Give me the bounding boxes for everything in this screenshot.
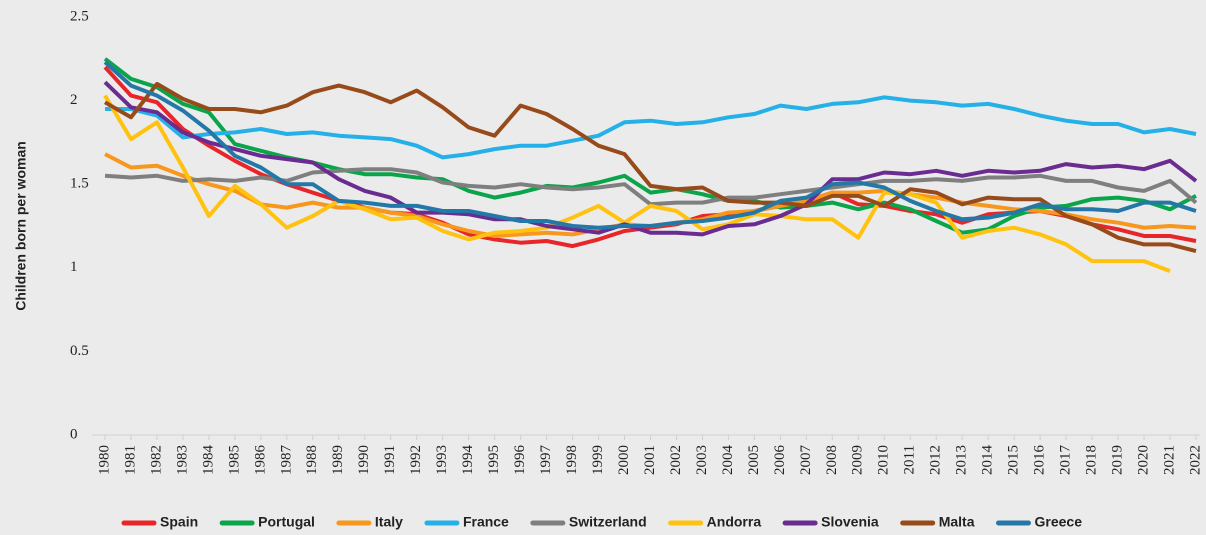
x-tick-label: 2012 <box>928 445 944 475</box>
series-line <box>104 81 1197 254</box>
x-tick-label: 1994 <box>460 445 476 476</box>
legend-label: Portugal <box>258 514 315 530</box>
series-line <box>104 152 1197 238</box>
y-axis-label: Children born per woman <box>13 141 29 311</box>
legend: Spain Portugal Italy France Switzerland Andor… <box>121 514 1083 530</box>
x-tick-label: 1998 <box>564 445 580 475</box>
x-tick-label: 2019 <box>1110 445 1126 475</box>
legend-label: Malta <box>939 514 975 530</box>
x-tick-label: 2021 <box>1161 445 1177 475</box>
x-tick-label: 2004 <box>720 445 736 476</box>
x-tick-label: 2015 <box>1006 445 1022 475</box>
x-tick-label: 1997 <box>538 445 554 476</box>
x-tick-label: 2011 <box>902 445 918 474</box>
x-tick-label: 1993 <box>434 445 450 475</box>
x-tick-label: 1986 <box>252 445 268 476</box>
x-tick-label: 2006 <box>772 445 788 476</box>
series-line <box>103 80 1198 237</box>
x-tick-label: 1980 <box>96 445 112 475</box>
x-tick-label: 1983 <box>174 445 190 475</box>
series-line <box>103 94 1171 273</box>
legend-label: Andorra <box>707 514 762 530</box>
x-tick-label: 2000 <box>616 445 632 475</box>
x-tick-label: 2010 <box>876 445 892 475</box>
x-tick-label: 2001 <box>642 445 658 475</box>
legend-label: Slovenia <box>821 514 879 530</box>
x-tick-label: 2009 <box>850 445 866 475</box>
x-tick-label: 1991 <box>382 445 398 475</box>
x-tick-label: 1985 <box>226 445 242 475</box>
y-tick-label: 1 <box>70 259 78 275</box>
y-tick-label: 2.5 <box>70 8 89 24</box>
series-line <box>105 95 1197 160</box>
legend-label: Spain <box>160 514 198 530</box>
x-tick-label: 2003 <box>694 445 710 475</box>
legend-label: Italy <box>375 514 403 530</box>
x-tick-label: 1987 <box>278 445 294 476</box>
legend-label: Switzerland <box>569 514 647 530</box>
x-tick-label: 2013 <box>954 445 970 475</box>
x-tick-label: 1995 <box>486 445 502 475</box>
y-tick-label: 1.5 <box>70 176 89 192</box>
x-tick-label: 2020 <box>1135 445 1151 475</box>
x-tick-label: 1992 <box>408 445 424 475</box>
x-tick-label: 2018 <box>1084 445 1100 475</box>
legend-label: Greece <box>1035 514 1083 530</box>
x-tick-label: 2002 <box>668 445 684 475</box>
x-tick-label: 1981 <box>122 445 138 475</box>
x-tick-label: 1990 <box>356 445 372 475</box>
y-tick-label: 0 <box>70 426 78 442</box>
x-tick-label: 2014 <box>980 445 996 476</box>
x-tick-label: 2016 <box>1032 445 1048 476</box>
x-tick-label: 1999 <box>590 445 606 475</box>
x-tick-label: 1989 <box>330 445 346 475</box>
x-tick-label: 2007 <box>798 445 814 476</box>
x-tick-label: 2008 <box>824 445 840 475</box>
x-tick-label: 2005 <box>746 445 762 475</box>
x-tick-label: 1996 <box>512 445 528 476</box>
legend-label: France <box>463 514 509 530</box>
x-tick-label: 2022 <box>1187 445 1203 475</box>
x-tick-label: 2017 <box>1058 445 1074 476</box>
x-tick-label: 1988 <box>304 445 320 475</box>
series-line <box>103 60 1197 230</box>
x-tick-label: 1984 <box>200 445 216 476</box>
x-tick-label: 1982 <box>148 445 164 475</box>
y-tick-label: 2 <box>70 92 78 108</box>
y-tick-label: 0.5 <box>70 343 89 359</box>
